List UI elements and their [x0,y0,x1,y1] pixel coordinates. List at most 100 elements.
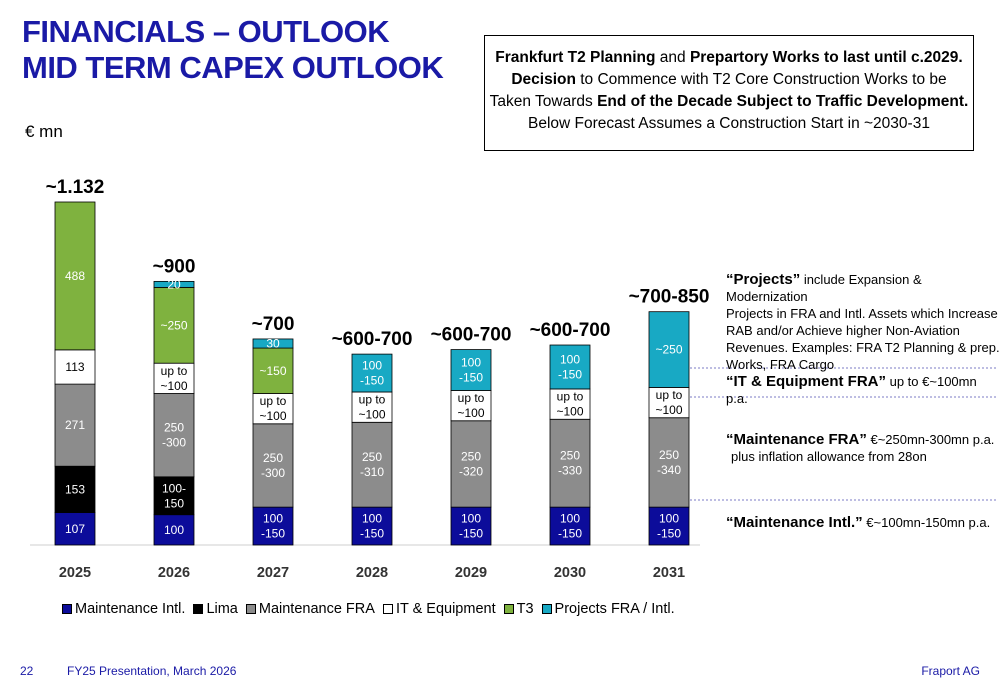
footer-company: Fraport AG [921,664,980,678]
legend-label: IT & Equipment [395,601,496,617]
note-maintenance-fra: “Maintenance FRA” €~250mn-300mn p.a. plu… [726,431,995,464]
capex-stacked-bar-chart: 107 153 271 113 488 ~1.132 2025 100 100-150 250 -3… [30,177,998,581]
legend-swatch [541,604,552,614]
bar-segment [153,280,195,288]
bar-segment [648,506,690,546]
x-tick-label: 2026 [158,565,190,581]
segment-label: 100-150 [558,352,582,381]
segment-label: 113 [65,360,84,374]
segment-label: ~250 [160,318,187,332]
legend-label: T3 [516,601,534,617]
segment-label: 100-150 [459,512,483,541]
segment-label: 30 [266,337,280,351]
info-line-3: Taken Towards End of the Decade Subject … [489,93,969,110]
info-line-2: Decision to Commence with T2 Core Constr… [511,71,947,88]
legend-label: Lima [206,601,238,617]
bar-segment [450,506,492,546]
legend-item: IT & Equipment [382,601,496,617]
segment-label: 250 -300 [162,421,186,450]
x-tick-label: 2027 [257,565,289,581]
segment-label: ~250 [655,343,682,357]
footer-presentation: FY25 Presentation, March 2026 [67,664,237,678]
legend-item: Projects FRA / Intl. [541,601,675,617]
bar-segment [153,476,195,516]
total-label: ~900 [153,256,196,277]
legend-swatch [193,604,204,614]
total-label: ~600-700 [530,320,611,341]
x-tick-label: 2028 [356,565,388,581]
legend-label: Maintenance Intl. [75,601,186,617]
segment-label: 488 [65,269,85,283]
segment-label: up to ~100 [160,364,187,393]
bar-segment [648,311,690,388]
page-title: FINANCIALS – OUTLOOK MID TERM CAPEX OUTL… [22,14,444,86]
total-label: ~600-700 [431,325,512,346]
legend-swatch [62,604,72,614]
note-projects: “Projects” include Expansion & Moderniza… [726,271,1000,372]
title-line-2: MID TERM CAPEX OUTLOOK [22,50,444,85]
segment-label: 250 -300 [261,451,285,480]
legend-item: Lima [193,601,238,617]
bar-segment [54,349,96,385]
info-box: Frankfurt T2 Planning and Prepartory Wor… [484,35,974,151]
x-tick-label: 2025 [59,565,91,581]
legend-label: Projects FRA / Intl. [554,601,675,617]
segment-label: up to ~100 [259,394,286,423]
bar-segment [648,387,690,419]
bar-segment [153,393,195,478]
bar-segment [252,423,294,508]
footer-page-number: 22 [20,664,34,678]
bar-segment [351,353,393,393]
segment-label: 100 [164,523,184,537]
segment-label: 20 [167,277,181,291]
segment-label: up to ~100 [655,388,682,417]
bar-segment [252,347,294,394]
segment-label: 100-150 [657,512,681,541]
total-label: ~600-700 [332,329,413,350]
segment-label: 250 -340 [657,448,681,477]
legend-label: Maintenance FRA [258,601,375,617]
unit-label: € mn [25,122,63,141]
bar-segment [54,512,96,546]
bar-segment [450,349,492,391]
segment-label: 153 [65,482,85,496]
bar-segment [153,287,195,364]
segment-label: 107 [65,522,85,536]
bar-segment [252,506,294,546]
bar-segment [252,338,294,349]
bar-segment [549,388,591,420]
total-label: ~700 [252,314,295,335]
segment-label: up to ~100 [358,393,385,422]
legend-swatch [503,604,514,614]
legend-swatch [382,604,393,614]
bar-segment [450,390,492,422]
segment-label: 100-150 [261,512,285,541]
segment-label: 100-150 [360,512,384,541]
bar-segment [351,506,393,546]
bar-segment [54,465,96,513]
legend-swatch [245,604,256,614]
legend-item: Maintenance Intl. [62,601,185,617]
total-label: ~700-850 [629,287,710,308]
bar-segment [351,391,393,423]
segment-label: ~150 [259,364,286,378]
segment-label: 250 -320 [459,449,483,478]
x-tick-label: 2031 [653,565,685,581]
x-tick-label: 2030 [554,565,586,581]
bar-segment [351,421,393,508]
bar-segment [549,506,591,546]
bar-segment [450,420,492,508]
note-it-equipment: “IT & Equipment FRA” up to €~100mn p.a. [726,373,977,406]
segment-label: 100-150 [558,512,582,541]
segment-label: 100-150 [162,481,186,510]
segment-label: up to ~100 [556,390,583,419]
segment-label: up to ~100 [457,391,484,420]
title-line-1: FINANCIALS – OUTLOOK [22,14,390,49]
note-maintenance-intl: “Maintenance Intl.” €~100mn-150mn p.a. [726,514,991,531]
segment-label: 100-150 [360,359,384,388]
bar-segment [54,383,96,467]
info-line-4: Below Forecast Assumes a Construction St… [528,115,930,132]
bar-segment [153,514,195,546]
bar-segment [549,344,591,390]
chart-legend: Maintenance Intl. Lima Maintenance FRA IT &… [62,601,675,617]
